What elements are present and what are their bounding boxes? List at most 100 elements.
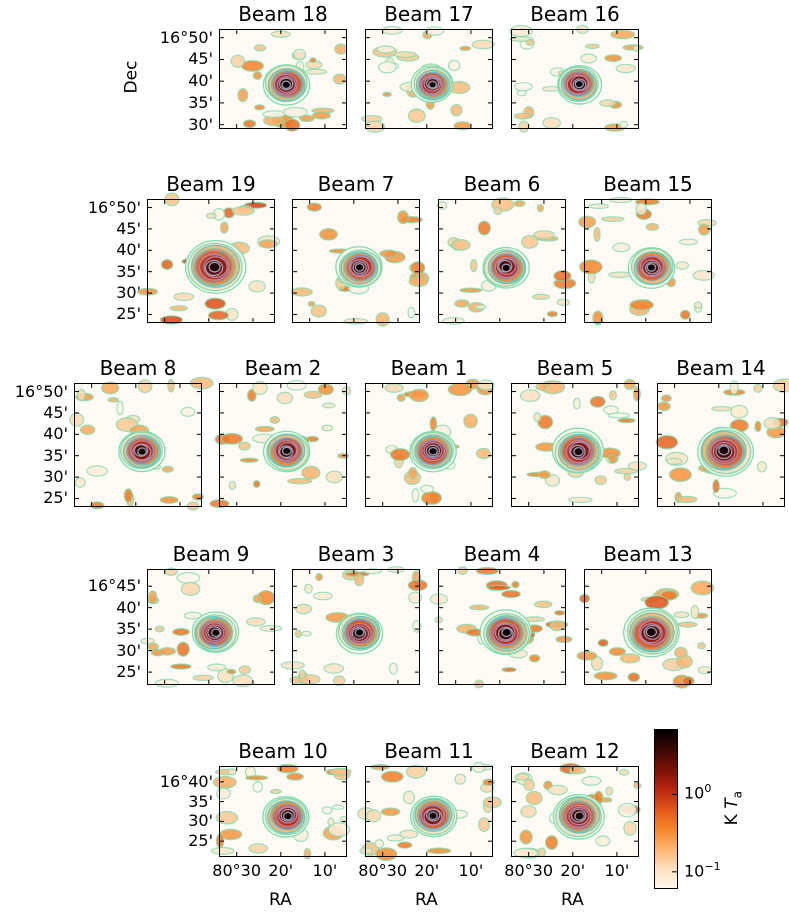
source-contour — [281, 446, 292, 456]
noise-blob — [269, 788, 282, 795]
source-contour — [428, 811, 438, 821]
noise-blob — [632, 386, 641, 402]
noise-blob — [327, 822, 351, 837]
noise-blob — [380, 807, 401, 817]
noise-blob — [459, 287, 483, 293]
heatmap-panel — [280, 566, 428, 687]
source-contour — [210, 628, 221, 638]
noise-blob — [248, 280, 266, 293]
source-contour — [645, 626, 658, 638]
colorbar — [654, 729, 678, 889]
colorbar-label: K Ta — [722, 791, 744, 825]
source-contour — [428, 80, 438, 89]
heatmap-panel — [655, 378, 789, 507]
noise-blob — [69, 412, 85, 427]
colorbar-label-symbol: T — [721, 798, 742, 809]
noise-blob — [321, 806, 333, 815]
noise-blob — [407, 579, 428, 592]
noise-blob — [192, 674, 214, 682]
noise-blob — [332, 73, 347, 85]
noise-blob — [408, 466, 418, 480]
source-contour — [137, 447, 147, 456]
heatmap-panel — [511, 762, 642, 859]
noise-blob — [477, 220, 491, 236]
noise-blob — [610, 29, 636, 40]
heatmap-panel — [511, 378, 648, 507]
noise-blob — [380, 770, 404, 783]
noise-blob — [309, 57, 317, 64]
heatmap-svg — [209, 379, 352, 509]
noise-blob — [364, 120, 386, 133]
noise-blob — [167, 378, 175, 393]
noise-blob — [410, 261, 426, 275]
ytick-label: 16°50' — [159, 27, 213, 47]
noise-blob — [123, 488, 133, 503]
noise-blob — [327, 817, 335, 827]
noise-blob — [623, 820, 637, 836]
ytick-label: 40' — [116, 240, 141, 260]
noise-blob — [593, 226, 601, 242]
panel-title: Beam 16 — [530, 2, 620, 26]
noise-blob — [366, 809, 382, 823]
noise-blob — [388, 662, 398, 675]
panel-title: Beam 6 — [463, 172, 541, 196]
noise-blob — [375, 847, 398, 862]
noise-blob — [420, 484, 435, 494]
colorbar-gradient — [654, 729, 678, 889]
ytick-label: 30' — [188, 811, 213, 831]
noise-blob — [180, 581, 201, 596]
noise-blob — [531, 293, 550, 300]
noise-blob — [424, 26, 445, 36]
xtick-label: 10' — [312, 861, 338, 880]
panel-title: Beam 19 — [166, 172, 256, 196]
noise-blob — [252, 781, 264, 793]
noise-blob — [408, 276, 429, 288]
noise-blob — [711, 406, 733, 412]
source-contour — [354, 628, 365, 637]
noise-blob — [253, 44, 267, 52]
heatmap-svg — [210, 763, 352, 860]
noise-blob — [294, 629, 303, 639]
noise-blob — [513, 112, 533, 120]
noise-blob — [205, 212, 217, 219]
heatmap-svg — [69, 376, 214, 511]
panel-title: Beam 8 — [99, 356, 177, 380]
panel-title: Beam 15 — [603, 172, 693, 196]
noise-blob — [541, 85, 561, 92]
noise-blob — [408, 591, 423, 604]
heatmap-svg — [290, 199, 430, 327]
panel-title: Beam 5 — [536, 356, 614, 380]
xtick-label: 10' — [458, 861, 484, 880]
noise-blob — [137, 379, 153, 394]
noise-blob — [378, 61, 397, 74]
noise-blob — [332, 675, 346, 687]
ytick-label: 16°50' — [14, 381, 68, 401]
ytick-label: 40' — [43, 424, 68, 444]
x-axis-label: RA — [415, 890, 438, 910]
noise-blob — [158, 646, 177, 656]
noise-blob — [207, 310, 229, 321]
noise-blob — [519, 829, 533, 845]
ytick-label: 30' — [116, 640, 141, 660]
noise-blob — [677, 621, 698, 628]
noise-blob — [528, 654, 541, 663]
noise-blob — [519, 389, 541, 403]
noise-blob — [382, 91, 392, 98]
noise-blob — [396, 393, 406, 402]
noise-blob — [215, 787, 231, 800]
noise-blob — [292, 48, 307, 61]
heatmap-panel — [219, 29, 348, 132]
ytick-label: 30' — [116, 283, 141, 303]
noise-blob — [325, 470, 343, 484]
heatmap-panel — [137, 192, 281, 325]
noise-blob — [618, 769, 630, 776]
noise-blob — [381, 25, 403, 35]
noise-blob — [553, 270, 572, 282]
noise-blob — [581, 775, 602, 786]
noise-blob — [402, 790, 416, 805]
noise-blob — [712, 479, 720, 494]
noise-blob — [729, 380, 739, 395]
noise-blob — [756, 461, 768, 473]
noise-blob — [276, 391, 294, 405]
noise-blob — [323, 663, 345, 674]
